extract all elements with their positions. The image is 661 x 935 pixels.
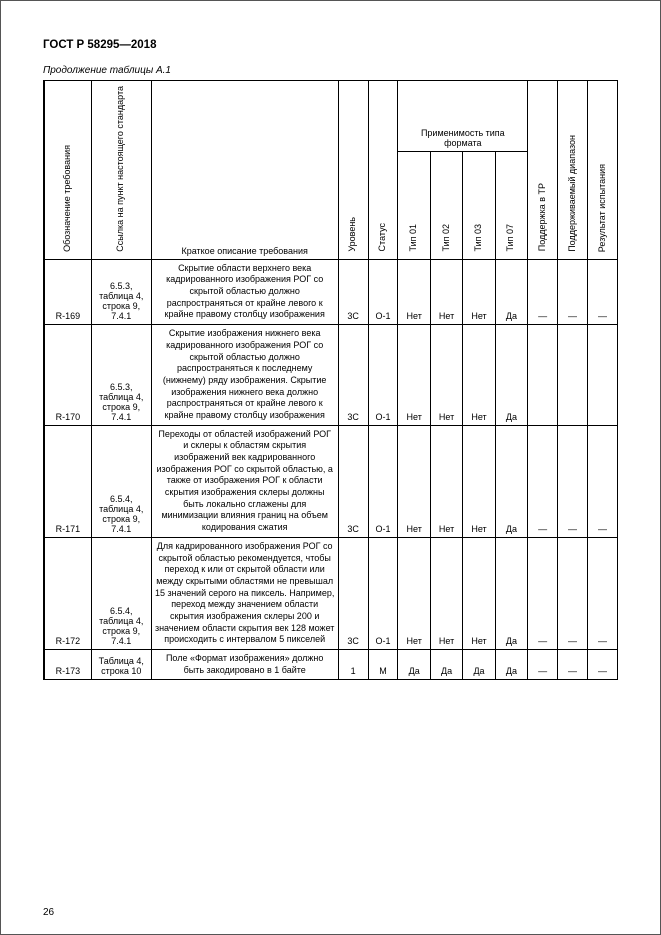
col-level: Уровень (338, 81, 368, 260)
cell-type03: Да (463, 650, 495, 680)
cell-type01: Нет (398, 325, 430, 426)
cell-type02: Нет (430, 259, 462, 324)
cell-supported-range: — (558, 537, 588, 649)
table-row: R-1706.5.3,таблица 4,строка 9,7.4.1Скрыт… (44, 325, 618, 426)
cell-status: O-1 (368, 259, 398, 324)
cell-description: Поле «Формат изображения» должно быть за… (151, 650, 338, 680)
cell-tr-support: — (528, 537, 558, 649)
cell-description: Скрытие области верхнего века кадрирован… (151, 259, 338, 324)
cell-test-result: — (587, 537, 617, 649)
cell-type02: Да (430, 650, 462, 680)
col-tr-support: Поддержка в ТР (528, 81, 558, 260)
cell-type07: Да (495, 425, 527, 537)
cell-type01: Нет (398, 259, 430, 324)
table-row: R-1696.5.3,таблица 4,строка 9,7.4.1Скрыт… (44, 259, 618, 324)
cell-type02: Нет (430, 537, 462, 649)
col-status: Статус (368, 81, 398, 260)
col-supported-range: Поддерживаемый диапазон (558, 81, 588, 260)
cell-status: M (368, 650, 398, 680)
table-header: Обозначение требования Ссылка на пункт н… (44, 81, 618, 260)
cell-type07: Да (495, 650, 527, 680)
cell-level: 3C (338, 537, 368, 649)
cell-req-id: R-171 (44, 425, 91, 537)
cell-type07: Да (495, 325, 527, 426)
cell-type01: Нет (398, 425, 430, 537)
col-req-id: Обозначение требования (44, 81, 91, 260)
cell-description: Скрытие изображения нижнего века кадриро… (151, 325, 338, 426)
cell-type03: Нет (463, 259, 495, 324)
cell-type02: Нет (430, 425, 462, 537)
cell-description: Переходы от областей изображений РОГ и с… (151, 425, 338, 537)
cell-tr-support: — (528, 259, 558, 324)
col-reference: Ссылка на пункт настоящего стандарта (91, 81, 151, 260)
cell-test-result: — (587, 425, 617, 537)
cell-type07: Да (495, 537, 527, 649)
requirements-table: Обозначение требования Ссылка на пункт н… (43, 80, 618, 680)
cell-type03: Нет (463, 325, 495, 426)
table-row: R-173Таблица 4,строка 10Поле «Формат изо… (44, 650, 618, 680)
cell-type02: Нет (430, 325, 462, 426)
cell-req-id: R-173 (44, 650, 91, 680)
cell-supported-range (558, 325, 588, 426)
cell-description: Для кадрированного изображения РОГ со ск… (151, 537, 338, 649)
cell-req-id: R-170 (44, 325, 91, 426)
cell-supported-range: — (558, 650, 588, 680)
cell-type03: Нет (463, 537, 495, 649)
cell-level: 1 (338, 650, 368, 680)
document-page: ГОСТ Р 58295—2018 Продолжение таблицы А.… (0, 0, 661, 935)
cell-status: O-1 (368, 325, 398, 426)
cell-reference: Таблица 4,строка 10 (91, 650, 151, 680)
cell-test-result (587, 325, 617, 426)
cell-req-id: R-169 (44, 259, 91, 324)
standard-code: ГОСТ Р 58295—2018 (43, 39, 618, 51)
cell-level: 3C (338, 425, 368, 537)
cell-reference: 6.5.4,таблица 4,строка 9,7.4.1 (91, 425, 151, 537)
col-format-group: Применимость типа формата (398, 81, 528, 152)
table-row: R-1716.5.4,таблица 4,строка 9,7.4.1Перех… (44, 425, 618, 537)
cell-supported-range: — (558, 259, 588, 324)
cell-status: O-1 (368, 537, 398, 649)
cell-level: 3C (338, 325, 368, 426)
cell-tr-support: — (528, 425, 558, 537)
cell-reference: 6.5.4,таблица 4,строка 9,7.4.1 (91, 537, 151, 649)
table-caption: Продолжение таблицы А.1 (43, 65, 618, 76)
cell-type07: Да (495, 259, 527, 324)
cell-req-id: R-172 (44, 537, 91, 649)
cell-type03: Нет (463, 425, 495, 537)
cell-level: 3C (338, 259, 368, 324)
col-type02: Тип 02 (430, 152, 462, 259)
cell-type01: Да (398, 650, 430, 680)
col-type01: Тип 01 (398, 152, 430, 259)
cell-type01: Нет (398, 537, 430, 649)
col-type03: Тип 03 (463, 152, 495, 259)
col-description: Краткое описание требования (151, 81, 338, 260)
cell-test-result: — (587, 650, 617, 680)
col-type07: Тип 07 (495, 152, 527, 259)
table-row: R-1726.5.4,таблица 4,строка 9,7.4.1Для к… (44, 537, 618, 649)
cell-reference: 6.5.3,таблица 4,строка 9,7.4.1 (91, 259, 151, 324)
page-number: 26 (43, 907, 54, 918)
cell-supported-range: — (558, 425, 588, 537)
cell-reference: 6.5.3,таблица 4,строка 9,7.4.1 (91, 325, 151, 426)
col-test-result: Результат испытания (587, 81, 617, 260)
cell-tr-support: — (528, 650, 558, 680)
cell-tr-support (528, 325, 558, 426)
cell-test-result: — (587, 259, 617, 324)
cell-status: O-1 (368, 425, 398, 537)
table-body: R-1696.5.3,таблица 4,строка 9,7.4.1Скрыт… (44, 259, 618, 680)
